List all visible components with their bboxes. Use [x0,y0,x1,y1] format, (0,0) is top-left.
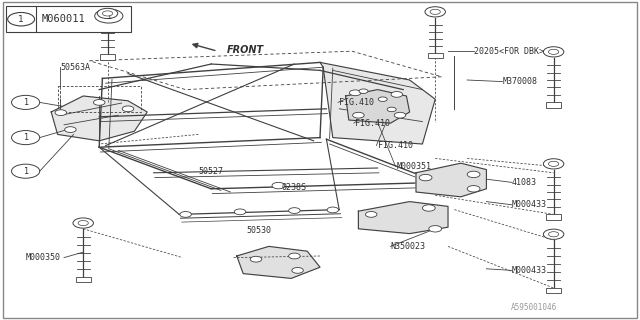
Circle shape [543,47,564,57]
Circle shape [548,49,559,54]
Circle shape [289,253,300,259]
Circle shape [234,209,246,215]
Bar [6,6,131,32]
Text: 1: 1 [19,15,24,24]
Circle shape [73,218,93,228]
Polygon shape [320,62,435,144]
Text: A595001046: A595001046 [511,303,557,312]
Circle shape [289,208,300,213]
Text: 1: 1 [23,133,28,142]
Text: FIG.410: FIG.410 [355,119,390,128]
Text: 50527: 50527 [198,167,223,176]
Circle shape [422,205,435,211]
Text: 20205<FOR DBK>: 20205<FOR DBK> [474,47,543,56]
Circle shape [292,268,303,273]
Text: N350023: N350023 [390,242,426,251]
Text: M000351: M000351 [397,162,432,171]
Circle shape [250,256,262,262]
Text: M000433: M000433 [512,266,547,275]
Circle shape [548,161,559,166]
Bar [76,277,91,282]
Circle shape [467,186,480,192]
Circle shape [95,9,123,23]
Text: 41083: 41083 [512,178,537,187]
Circle shape [429,226,442,232]
Circle shape [467,171,480,178]
Circle shape [378,97,387,101]
Circle shape [349,90,361,96]
Text: 1: 1 [23,167,28,176]
Circle shape [543,229,564,239]
Circle shape [391,92,403,97]
Circle shape [122,106,134,112]
Text: 0238S: 0238S [282,183,307,192]
Text: FIG.410: FIG.410 [339,98,374,107]
Bar [546,214,561,220]
Text: FIG.410: FIG.410 [378,141,413,150]
Circle shape [548,232,559,237]
Bar [100,54,115,60]
Circle shape [55,110,67,116]
Circle shape [12,164,40,178]
Bar [546,102,561,108]
Circle shape [365,212,377,217]
Circle shape [102,11,113,16]
Text: 50563A: 50563A [61,63,91,72]
Circle shape [353,112,364,118]
Bar [546,288,561,293]
Circle shape [387,107,396,112]
Circle shape [419,174,432,181]
Circle shape [394,112,406,118]
Circle shape [425,7,445,17]
Polygon shape [237,246,320,278]
Text: 50530: 50530 [246,226,271,235]
Text: M000350: M000350 [26,253,61,262]
Circle shape [93,100,105,105]
Circle shape [12,95,40,109]
Text: M000433: M000433 [512,200,547,209]
Bar [428,53,443,58]
Text: M060011: M060011 [42,14,85,24]
Polygon shape [51,96,147,141]
Circle shape [97,8,118,19]
Text: FRONT: FRONT [227,44,264,55]
Circle shape [8,12,35,26]
Text: 1: 1 [106,12,111,20]
Circle shape [272,182,285,189]
Circle shape [430,9,440,14]
Text: M370008: M370008 [502,77,538,86]
Circle shape [12,131,40,145]
Circle shape [180,212,191,217]
Polygon shape [358,202,448,234]
Polygon shape [346,90,410,123]
Circle shape [65,127,76,132]
Circle shape [543,159,564,169]
Circle shape [78,220,88,226]
Circle shape [359,89,368,93]
Polygon shape [416,163,486,197]
Text: 1: 1 [23,98,28,107]
Circle shape [327,207,339,213]
